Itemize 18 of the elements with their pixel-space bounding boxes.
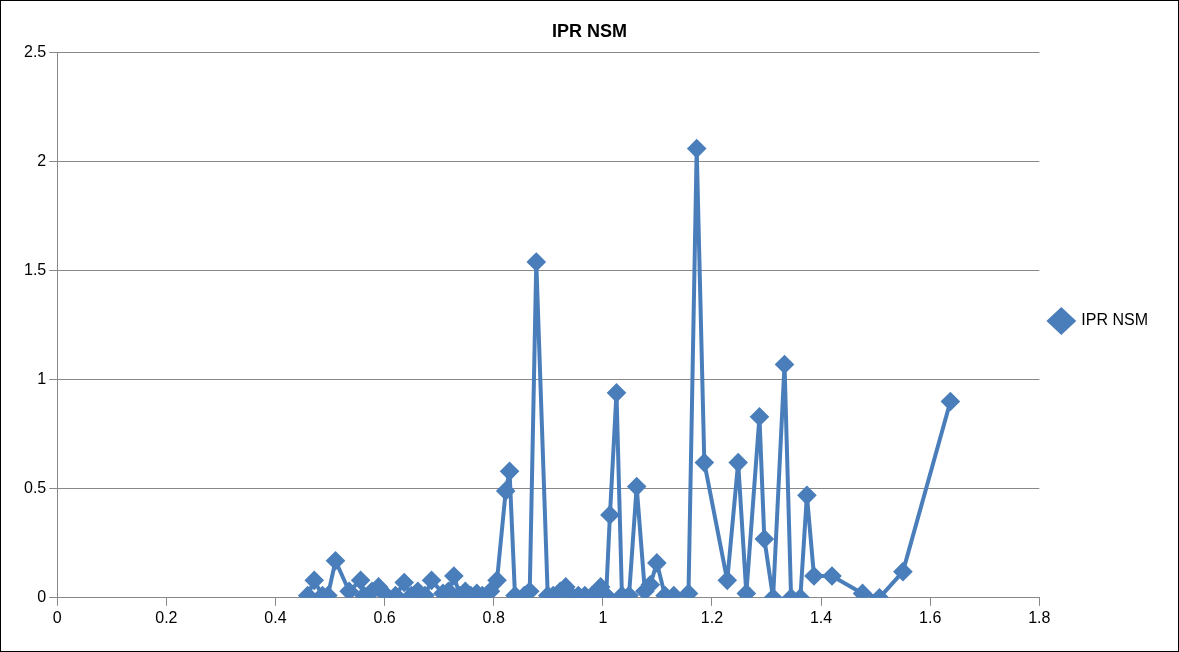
y-tick-label: 2.5 <box>23 43 47 61</box>
x-tick-label: 1.6 <box>919 608 942 626</box>
x-tick-label: 1.8 <box>1028 608 1051 626</box>
y-tick-label: 0 <box>37 588 47 606</box>
x-tick-label: 0 <box>52 608 62 626</box>
x-tick-label: 1.4 <box>809 608 833 626</box>
x-tick-label: 0.6 <box>373 608 396 626</box>
x-tick-label: 0.4 <box>264 608 287 626</box>
x-tick-label: 1 <box>598 608 608 626</box>
x-tick-label: 0.8 <box>482 608 505 626</box>
y-tick-label: 0.5 <box>23 479 47 497</box>
chart-title: IPR NSM <box>551 20 628 41</box>
x-tick-label: 1.2 <box>700 608 724 626</box>
legend-label: IPR NSM <box>1081 311 1148 329</box>
y-tick-label: 1.5 <box>23 261 47 279</box>
y-tick-label: 2 <box>37 152 47 170</box>
x-tick-label: 0.2 <box>155 608 178 626</box>
y-tick-label: 1 <box>37 370 47 388</box>
